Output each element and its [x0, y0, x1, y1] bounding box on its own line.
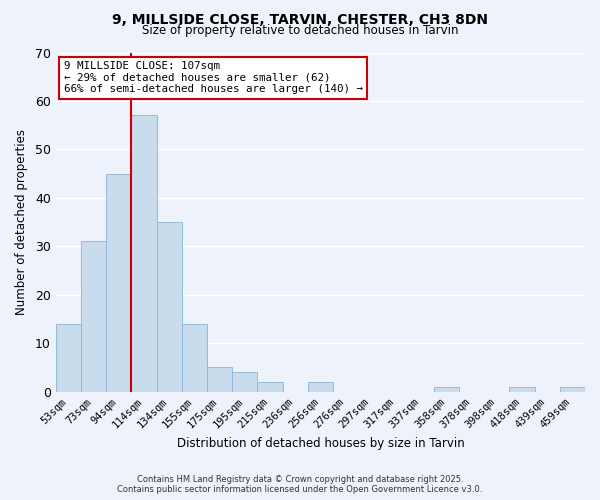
Bar — [131, 116, 157, 392]
Text: 9 MILLSIDE CLOSE: 107sqm
← 29% of detached houses are smaller (62)
66% of semi-d: 9 MILLSIDE CLOSE: 107sqm ← 29% of detach… — [64, 61, 363, 94]
X-axis label: Distribution of detached houses by size in Tarvin: Distribution of detached houses by size … — [176, 437, 464, 450]
Bar — [434, 387, 459, 392]
Text: Contains HM Land Registry data © Crown copyright and database right 2025.
Contai: Contains HM Land Registry data © Crown c… — [118, 474, 482, 494]
Y-axis label: Number of detached properties: Number of detached properties — [15, 129, 28, 315]
Bar — [157, 222, 182, 392]
Bar — [257, 382, 283, 392]
Bar — [509, 387, 535, 392]
Bar — [182, 324, 207, 392]
Bar — [81, 242, 106, 392]
Bar — [232, 372, 257, 392]
Bar — [56, 324, 81, 392]
Bar — [560, 387, 585, 392]
Bar — [207, 368, 232, 392]
Text: Size of property relative to detached houses in Tarvin: Size of property relative to detached ho… — [142, 24, 458, 37]
Text: 9, MILLSIDE CLOSE, TARVIN, CHESTER, CH3 8DN: 9, MILLSIDE CLOSE, TARVIN, CHESTER, CH3 … — [112, 12, 488, 26]
Bar — [106, 174, 131, 392]
Bar — [308, 382, 333, 392]
